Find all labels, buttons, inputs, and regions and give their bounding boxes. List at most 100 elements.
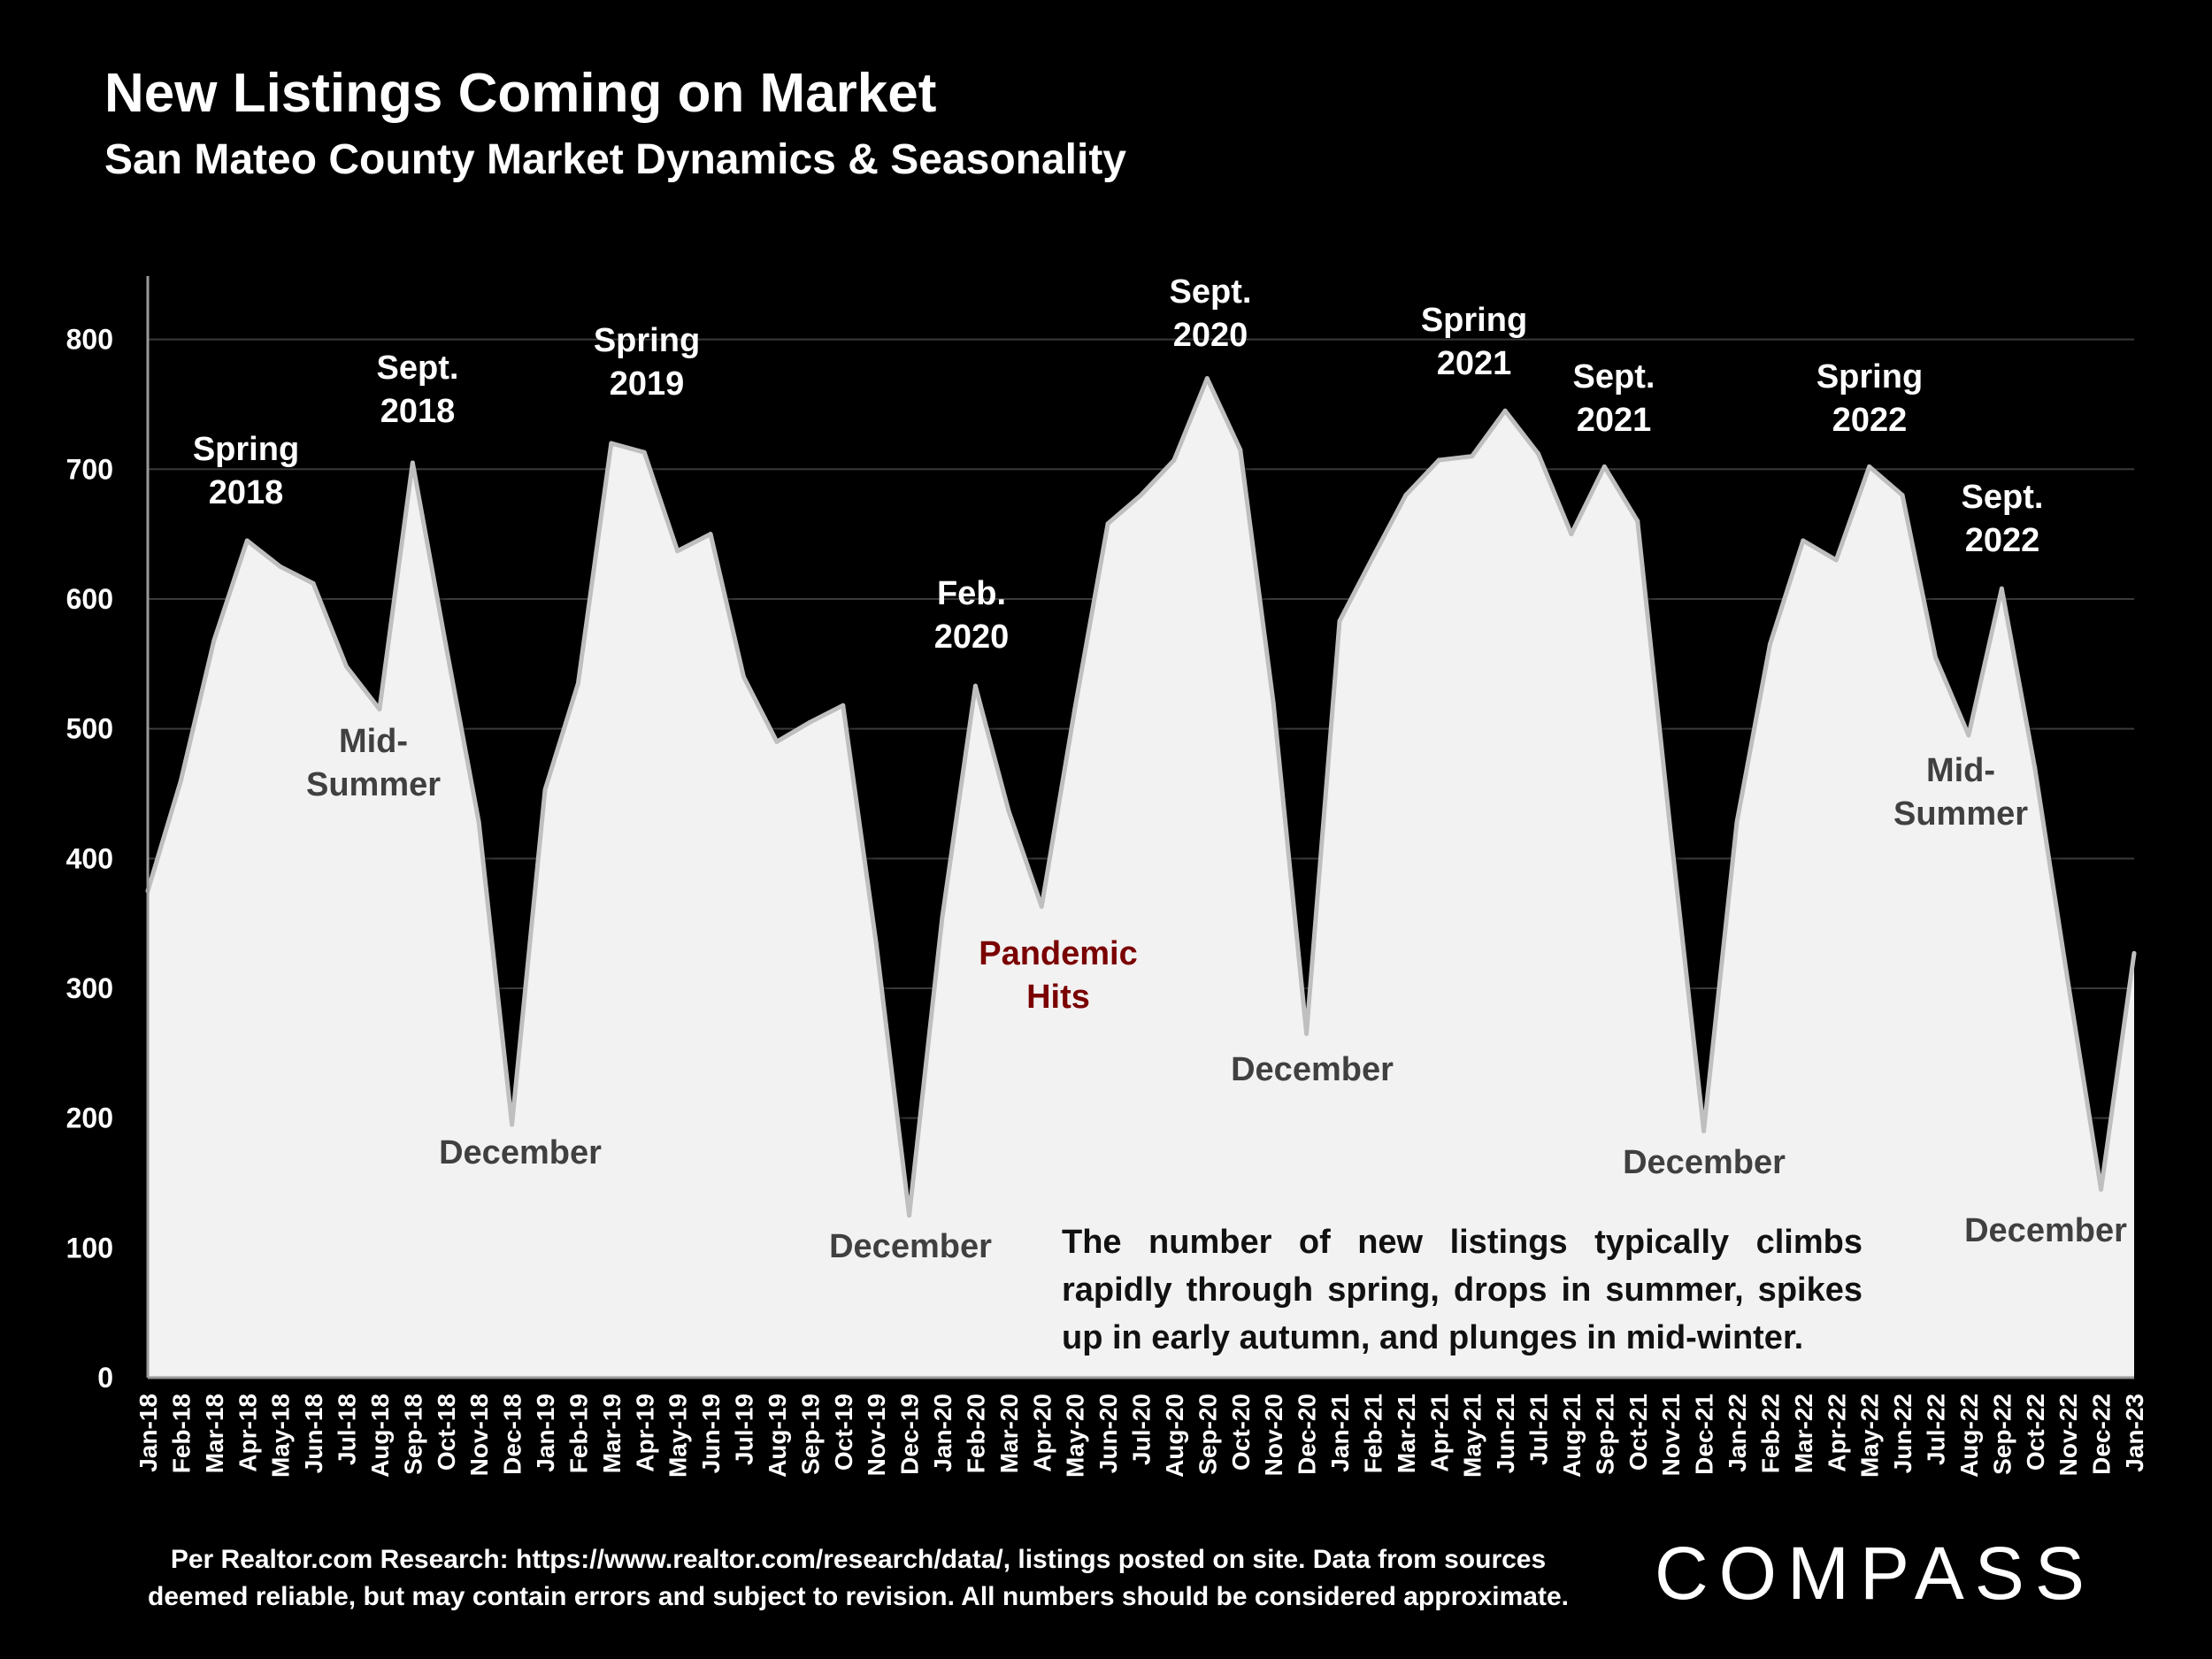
data-point xyxy=(1238,447,1243,452)
data-point xyxy=(873,941,879,946)
data-point xyxy=(1801,538,1806,543)
data-point xyxy=(575,680,580,686)
x-tick-label: Mar-22 xyxy=(1790,1394,1817,1473)
x-tick-label: May-22 xyxy=(1856,1394,1884,1478)
x-tick-label: Aug-18 xyxy=(366,1394,394,1478)
annotations: Spring 2018 Sept. 2018 Mid-Summer December Spr… xyxy=(193,273,2127,1265)
data-point xyxy=(1039,904,1044,910)
x-tick-label: Jun-19 xyxy=(697,1394,725,1473)
x-tick-label: Sep-21 xyxy=(1591,1394,1618,1475)
x-tick-label: Aug-22 xyxy=(1955,1394,1983,1478)
x-tick-label: May-20 xyxy=(1062,1394,1089,1478)
data-point xyxy=(2131,950,2137,956)
annotation-label: Sept. 2022 xyxy=(1962,479,2044,559)
x-tick-label: Feb-21 xyxy=(1359,1394,1386,1473)
x-tick-label: Jan-23 xyxy=(2121,1394,2148,1472)
data-point xyxy=(2065,979,2070,985)
y-tick-label: 100 xyxy=(66,1232,113,1263)
annotation-label: Spring 2019 xyxy=(594,322,700,403)
data-point xyxy=(1072,707,1078,712)
data-point xyxy=(1105,521,1110,526)
x-tick-label: Sep-20 xyxy=(1194,1394,1221,1475)
annotation-label: Pandemic Hits xyxy=(979,935,1138,1016)
annotation-label: December xyxy=(439,1134,602,1171)
data-point xyxy=(907,1213,912,1218)
x-tick-label: Sep-22 xyxy=(1988,1394,2016,1475)
x-tick-label: Jan-21 xyxy=(1326,1394,1354,1472)
source-footnote: Per Realtor.com Research: https://www.re… xyxy=(133,1541,1584,1616)
data-point xyxy=(377,707,382,712)
chart-subtitle: San Mateo County Market Dynamics & Seaso… xyxy=(104,136,1126,183)
explanatory-note: The number of new listings typically cli… xyxy=(1062,1224,1863,1356)
chart-title: New Listings Coming on Market xyxy=(104,63,937,124)
x-axis-ticks: Jan-18 Feb-18 Mar-18 Apr-18 May-18 Jun-18 Jul-… xyxy=(134,1394,2148,1478)
data-point xyxy=(1139,493,1143,498)
x-tick-label: Feb-22 xyxy=(1756,1394,1784,1473)
data-point xyxy=(1204,376,1210,381)
data-point xyxy=(510,1122,515,1127)
data-point xyxy=(1900,493,1905,498)
data-point xyxy=(1502,408,1508,413)
data-point xyxy=(311,580,316,586)
x-tick-label: Feb-19 xyxy=(565,1394,592,1473)
x-tick-label: Sep-19 xyxy=(796,1394,824,1475)
y-tick-label: 500 xyxy=(66,713,113,745)
data-point xyxy=(410,460,415,465)
source-line-1: Per Realtor.com Research: https://www.re… xyxy=(170,1545,1547,1574)
x-tick-label: Mar-20 xyxy=(995,1394,1023,1473)
x-tick-label: Jun-22 xyxy=(1889,1394,1916,1473)
y-tick-label: 800 xyxy=(66,324,113,356)
x-tick-label: Apr-21 xyxy=(1425,1394,1453,1472)
x-tick-label: Oct-18 xyxy=(433,1394,460,1471)
x-tick-label: Oct-19 xyxy=(830,1394,857,1471)
data-point xyxy=(641,449,647,455)
x-tick-label: May-21 xyxy=(1459,1394,1486,1478)
data-point xyxy=(1171,457,1177,463)
x-tick-label: Apr-22 xyxy=(1823,1394,1850,1472)
data-point xyxy=(1337,618,1342,624)
data-point xyxy=(1966,733,1971,738)
annotation-label: December xyxy=(1964,1212,2127,1249)
data-point xyxy=(708,532,713,537)
x-tick-label: Nov-19 xyxy=(863,1394,890,1476)
annotation-label: December xyxy=(1231,1051,1394,1088)
x-tick-label: Apr-20 xyxy=(1028,1394,1056,1472)
data-point xyxy=(1470,454,1475,459)
y-tick-label: 0 xyxy=(97,1362,113,1394)
data-point xyxy=(476,819,481,825)
data-point xyxy=(841,703,846,708)
annotation-label: Sept. 2018 xyxy=(377,349,459,430)
data-point xyxy=(344,664,349,669)
annotation-label: December xyxy=(1623,1144,1786,1181)
x-tick-label: Mar-19 xyxy=(598,1394,626,1473)
x-tick-label: Nov-20 xyxy=(1260,1394,1287,1476)
data-point xyxy=(1436,457,1441,463)
data-point xyxy=(1635,518,1640,524)
data-point xyxy=(542,787,548,793)
data-point xyxy=(1701,1128,1707,1133)
x-tick-label: May-18 xyxy=(267,1394,295,1478)
y-axis-ticks: 0 100 200 300 400 500 600 700 800 xyxy=(66,324,113,1394)
data-point xyxy=(278,564,283,569)
data-point xyxy=(211,638,217,643)
x-tick-label: Dec-22 xyxy=(2088,1394,2116,1475)
x-tick-label: Jan-18 xyxy=(134,1394,162,1472)
data-point xyxy=(1271,700,1276,705)
data-point xyxy=(774,739,780,744)
x-tick-label: Nov-21 xyxy=(1657,1394,1685,1476)
x-tick-label: Dec-19 xyxy=(896,1394,924,1475)
data-point xyxy=(940,914,945,919)
x-tick-label: May-19 xyxy=(664,1394,692,1478)
data-point xyxy=(1999,586,2004,591)
data-point xyxy=(1833,557,1839,563)
annotation-label: Feb. 2020 xyxy=(934,575,1010,656)
x-tick-label: Jun-21 xyxy=(1492,1394,1519,1473)
data-point xyxy=(2099,1187,2104,1192)
data-point xyxy=(807,719,812,725)
data-point xyxy=(443,641,449,647)
x-tick-label: Aug-21 xyxy=(1558,1394,1586,1478)
y-tick-label: 700 xyxy=(66,453,113,485)
x-tick-label: Jul-18 xyxy=(334,1394,361,1465)
x-tick-label: Feb-20 xyxy=(962,1394,989,1473)
